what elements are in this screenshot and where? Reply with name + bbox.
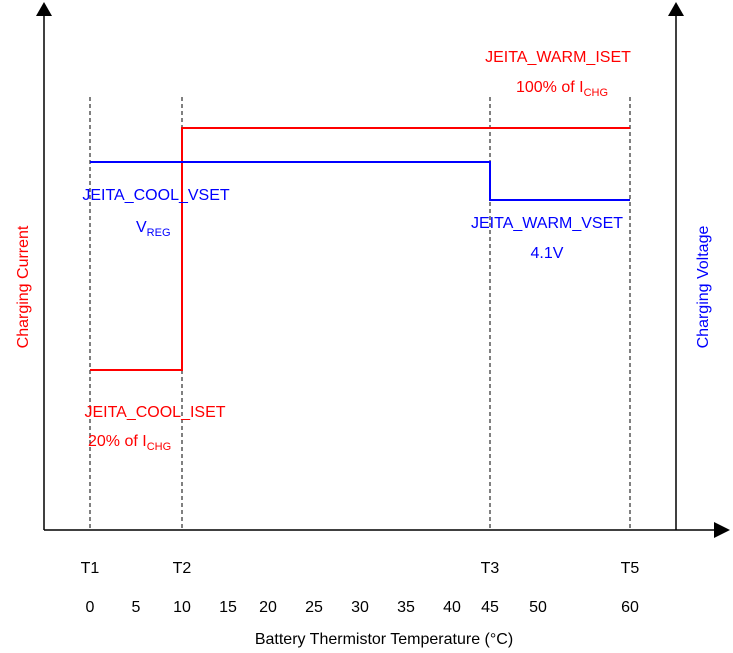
warm-iset-value-main: 100% of I [516, 79, 584, 96]
tick-label-40: 40 [443, 599, 461, 616]
x-axis-title: Battery Thermistor Temperature (°C) [255, 631, 513, 648]
annotation-warm-iset: JEITA_WARM_ISET 100% of ICHG [485, 49, 631, 99]
cool-vset-value-main: V [136, 219, 147, 236]
threshold-label-t1: T1 [81, 560, 100, 577]
cool-iset-value-sub: CHG [147, 441, 171, 453]
charging-current-line [90, 127, 630, 371]
tick-label-60: 60 [621, 599, 639, 616]
tick-label-5: 5 [132, 599, 141, 616]
annotation-cool-iset: JEITA_COOL_ISET 20% of ICHG [84, 404, 225, 453]
tick-label-30: 30 [351, 599, 369, 616]
left-y-axis-arrow [36, 2, 52, 16]
tick-label-20: 20 [259, 599, 277, 616]
tick-label-0: 0 [86, 599, 95, 616]
tick-label-25: 25 [305, 599, 323, 616]
tick-label-45: 45 [481, 599, 499, 616]
cool-vset-value-sub: REG [147, 227, 171, 239]
warm-iset-title: JEITA_WARM_ISET [485, 49, 631, 66]
threshold-label-t2: T2 [173, 560, 192, 577]
threshold-label-t3: T3 [481, 560, 500, 577]
left-axis-title: Charging Current [15, 225, 32, 348]
annotation-cool-vset: JEITA_COOL_VSET VREG [82, 187, 230, 239]
x-axis-arrow [714, 522, 730, 538]
cool-iset-title: JEITA_COOL_ISET [84, 404, 225, 421]
series-layer [90, 127, 630, 371]
warm-iset-value: 100% of ICHG [516, 79, 608, 99]
threshold-label-t5: T5 [621, 560, 640, 577]
tick-label-10: 10 [173, 599, 191, 616]
warm-vset-title: JEITA_WARM_VSET [471, 215, 623, 232]
charging-voltage-line [90, 161, 630, 201]
warm-vset-value: 4.1V [531, 245, 564, 262]
right-axis-title: Charging Voltage [695, 226, 712, 349]
right-y-axis-arrow [668, 2, 684, 16]
axes [36, 2, 730, 538]
tick-label-50: 50 [529, 599, 547, 616]
cool-iset-value: 20% of ICHG [88, 433, 171, 453]
annotation-warm-vset: JEITA_WARM_VSET 4.1V [471, 215, 623, 262]
cool-vset-value: VREG [136, 219, 171, 239]
threshold-labels: T1 T2 T3 T5 [81, 560, 640, 577]
cool-vset-title: JEITA_COOL_VSET [82, 187, 230, 204]
warm-iset-value-sub: CHG [584, 87, 608, 99]
tick-label-35: 35 [397, 599, 415, 616]
cool-iset-value-main: 20% of I [88, 433, 147, 450]
tick-labels: 0 5 10 15 20 25 30 35 40 45 50 60 [86, 599, 639, 616]
tick-label-15: 15 [219, 599, 237, 616]
